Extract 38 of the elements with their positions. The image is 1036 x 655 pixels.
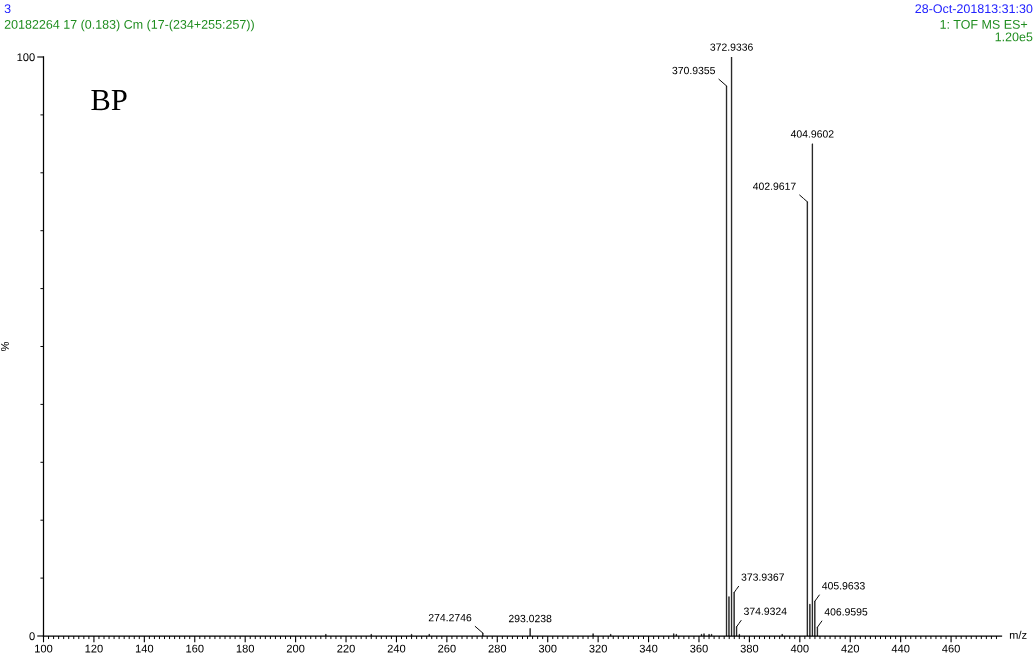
x-tick-label: 120	[85, 644, 103, 653]
annotation: BP	[91, 90, 127, 111]
y-axis-title: %	[1, 341, 9, 352]
annotation: 404.9602	[790, 130, 834, 138]
x-tick-label: 260	[438, 644, 456, 653]
x-tick-label: 340	[639, 644, 658, 653]
text: 3	[4, 4, 11, 14]
annotation: 274.2746	[428, 613, 472, 622]
x-tick-label: 320	[589, 644, 607, 653]
x-tick-label: 200	[286, 644, 305, 653]
x-tick-label: 140	[135, 644, 154, 653]
x-tick-label: 220	[337, 644, 355, 653]
x-tick-label: 420	[841, 644, 860, 653]
x-tick-label: 240	[387, 644, 406, 653]
annotation: 373.9367	[741, 573, 784, 581]
x-axis-title: m/z	[1009, 630, 1027, 639]
annotation: 372.9336	[710, 43, 753, 51]
annotation: 405.9633	[822, 582, 865, 590]
text: 1.20e5	[995, 32, 1033, 42]
text: 1: TOF MS ES+	[940, 19, 1028, 29]
x-tick-label: 460	[942, 644, 960, 653]
x-tick-label: 400	[790, 644, 809, 653]
annotation: 402.9617	[752, 182, 796, 190]
x-tick-label: 300	[538, 644, 557, 653]
x-tick-label: 380	[740, 644, 759, 653]
annotation: 370.9355	[672, 66, 715, 75]
x-tick-label: 440	[891, 644, 910, 653]
x-tick-label: 100	[35, 644, 53, 653]
y-tick-label: 0	[29, 632, 35, 641]
annotation: 374.9324	[743, 607, 787, 615]
x-tick-label: 180	[236, 644, 255, 653]
x-tick-label: 160	[186, 644, 204, 653]
text: 20182264 17 (0.183) Cm (17-(234+255:257))	[4, 19, 254, 32]
x-tick-label: 280	[488, 644, 507, 653]
annotation: 406.9595	[824, 608, 868, 616]
annotation: 293.0238	[508, 614, 552, 623]
x-tick-label: 360	[690, 644, 708, 653]
text: 28-Oct-201813:31:30	[915, 4, 1033, 14]
